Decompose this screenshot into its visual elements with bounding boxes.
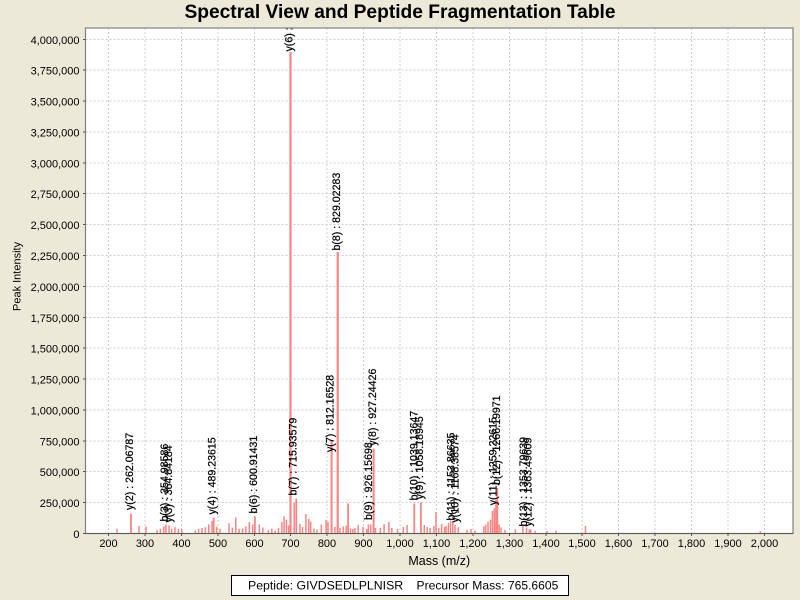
svg-text:1,500,000: 1,500,000 <box>31 344 80 356</box>
svg-text:b(3) : 354.98586: b(3) : 354.98586 <box>159 444 171 522</box>
svg-text:2,000: 2,000 <box>751 538 779 550</box>
svg-text:y(12) : 1363.49609: y(12) : 1363.49609 <box>522 437 534 526</box>
svg-text:b(13) : 1353.79639: b(13) : 1353.79639 <box>518 437 530 527</box>
svg-text:2,750,000: 2,750,000 <box>31 189 80 201</box>
svg-text:1,400: 1,400 <box>532 538 560 550</box>
svg-text:3,500,000: 3,500,000 <box>31 97 80 109</box>
svg-text:2,000,000: 2,000,000 <box>31 282 80 294</box>
svg-text:y(7) : 812.16528: y(7) : 812.16528 <box>325 375 337 452</box>
svg-text:250,000: 250,000 <box>40 498 80 510</box>
svg-text:y(2) : 262.06787: y(2) : 262.06787 <box>124 433 136 510</box>
svg-text:b(12) : 1266.19971: b(12) : 1266.19971 <box>491 395 503 485</box>
svg-text:1,000,000: 1,000,000 <box>31 406 80 418</box>
svg-text:y(8) : 927.24426: y(8) : 927.24426 <box>367 369 379 446</box>
svg-text:y(11) : 1259.22615: y(11) : 1259.22615 <box>487 417 499 505</box>
svg-text:0: 0 <box>73 529 79 541</box>
svg-text:1,500: 1,500 <box>568 538 596 550</box>
svg-text:3,250,000: 3,250,000 <box>31 128 80 140</box>
svg-text:4,000,000: 4,000,000 <box>31 35 80 47</box>
svg-text:700: 700 <box>281 538 299 550</box>
svg-text:1,000: 1,000 <box>386 538 414 550</box>
svg-text:y(10) : 1168.38574: y(10) : 1168.38574 <box>449 434 461 522</box>
svg-text:500,000: 500,000 <box>40 467 80 479</box>
svg-text:1,800: 1,800 <box>678 538 706 550</box>
svg-text:2,500,000: 2,500,000 <box>31 220 80 232</box>
svg-text:b(10) : 1039.13647: b(10) : 1039.13647 <box>409 411 421 501</box>
svg-text:3,000,000: 3,000,000 <box>31 159 80 171</box>
svg-text:y(6) : 703.95719: y(6) : 703.95719 <box>284 0 296 52</box>
svg-text:1,600: 1,600 <box>605 538 633 550</box>
svg-text:1,200: 1,200 <box>459 538 487 550</box>
svg-text:y(4) : 489.23615: y(4) : 489.23615 <box>207 437 219 514</box>
svg-text:Precursor Mass: 765.6605: Precursor Mass: 765.6605 <box>417 579 559 593</box>
svg-text:b(6) : 600.91431: b(6) : 600.91431 <box>248 436 260 514</box>
svg-text:600: 600 <box>245 538 263 550</box>
svg-text:1,750,000: 1,750,000 <box>31 313 80 325</box>
svg-text:y(9) : 1058.18945: y(9) : 1058.18945 <box>414 416 426 499</box>
svg-text:200: 200 <box>99 538 117 550</box>
svg-text:Spectral View and Peptide Frag: Spectral View and Peptide Fragmentation … <box>184 2 615 23</box>
svg-text:500: 500 <box>209 538 227 550</box>
svg-text:Peak Intensity: Peak Intensity <box>12 241 24 311</box>
svg-text:1,250,000: 1,250,000 <box>31 375 80 387</box>
svg-text:b(11) : 1153.86635: b(11) : 1153.86635 <box>445 433 457 521</box>
svg-text:2,250,000: 2,250,000 <box>31 251 80 263</box>
svg-text:300: 300 <box>136 538 154 550</box>
svg-text:b(7) : 715.93579: b(7) : 715.93579 <box>287 418 299 496</box>
svg-text:1,100: 1,100 <box>423 538 451 550</box>
svg-text:Mass (m/z): Mass (m/z) <box>408 554 470 568</box>
svg-text:b(8) : 829.02283: b(8) : 829.02283 <box>331 173 343 251</box>
svg-text:y(3) : 364.84184: y(3) : 364.84184 <box>163 445 175 522</box>
svg-text:3,750,000: 3,750,000 <box>31 66 80 78</box>
svg-text:400: 400 <box>172 538 190 550</box>
svg-text:900: 900 <box>354 538 372 550</box>
svg-text:b(9) : 926.15698: b(9) : 926.15698 <box>363 442 375 520</box>
svg-text:1,700: 1,700 <box>641 538 669 550</box>
svg-text:1,300: 1,300 <box>496 538 524 550</box>
svg-text:800: 800 <box>318 538 336 550</box>
svg-text:1,900: 1,900 <box>714 538 742 550</box>
svg-text:Peptide: GIVDSEDLPLNISR: Peptide: GIVDSEDLPLNISR <box>248 579 403 593</box>
svg-text:750,000: 750,000 <box>40 437 80 449</box>
